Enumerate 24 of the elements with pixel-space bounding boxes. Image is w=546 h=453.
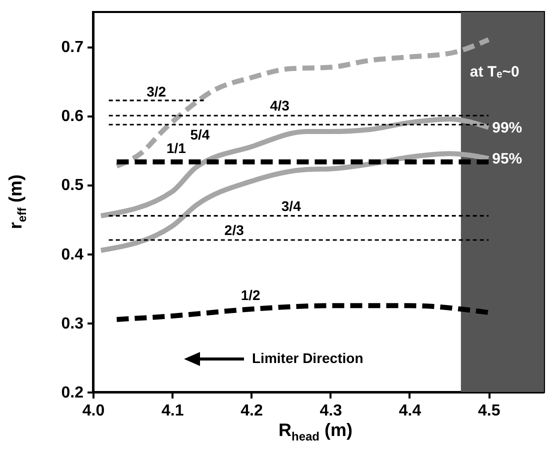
x-tick-label: 4.5 <box>478 402 500 420</box>
x-axis-title: R$_{head}$ (m) <box>278 420 353 444</box>
y-tick-label: 0.7 <box>61 39 84 56</box>
y-tick-label: 0.2 <box>61 384 84 402</box>
series-label: 3/2 <box>146 83 166 100</box>
series-label: at Tₑ~0 <box>470 64 520 81</box>
series-label: 2/3 <box>224 222 244 238</box>
y-tick-label: 0.4 <box>61 246 84 264</box>
y-tick-label: 0.5 <box>61 177 84 194</box>
series-label: 4/3 <box>270 98 290 114</box>
series-label: 1/2 <box>240 287 261 304</box>
x-tick-label: 4.4 <box>398 402 422 420</box>
y-tick-label: 0.6 <box>61 108 84 126</box>
x-tick-label: 4.1 <box>162 402 184 420</box>
series-label: 95% <box>492 150 522 168</box>
annotation: Limiter Direction <box>252 350 364 366</box>
x-tick-label: 4.3 <box>320 402 342 420</box>
series-label: 99% <box>492 119 522 136</box>
x-tick-label: 4.0 <box>82 402 105 420</box>
x-tick-label: 4.2 <box>240 402 263 420</box>
series-label: 3/4 <box>281 198 302 214</box>
series-label: 5/4 <box>190 126 210 143</box>
y-tick-label: 0.3 <box>61 315 84 332</box>
series-label: 1/1 <box>166 140 186 156</box>
